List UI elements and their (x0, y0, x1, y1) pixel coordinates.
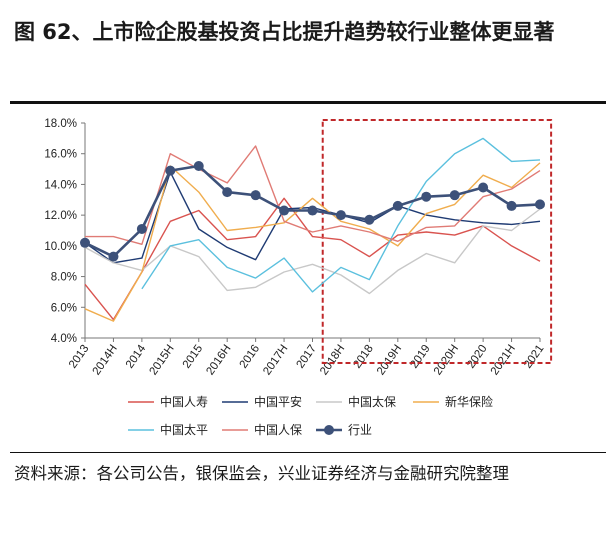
series-point (535, 199, 545, 210)
legend-item: 中国人寿 (128, 394, 208, 409)
x-tick-label: 2015H (148, 343, 177, 378)
y-tick-label: 6.0% (51, 302, 77, 314)
series-point (478, 182, 489, 193)
legend-item: 中国太平 (128, 422, 208, 437)
x-tick-label: 2017H (261, 343, 290, 378)
chart-axes: 4.0% 6.0% 8.0% 10.0% 12.0% 14.0% 16.0% 18.0% 201… (44, 118, 546, 377)
series-line-1 (84, 197, 541, 321)
x-tick-label: 2020 (465, 343, 490, 371)
legend-item: 中国人保 (222, 422, 302, 437)
series-point (392, 200, 403, 211)
x-tick-label: 2021H (489, 343, 518, 378)
highlight-region (321, 119, 553, 364)
x-tick-label: 2017 (294, 343, 319, 371)
series-point (506, 200, 517, 211)
series-point (193, 161, 204, 171)
figure-title: 图 62、上市险企股基投资占比提升趋势较行业整体更显著 (14, 20, 555, 44)
source-divider (10, 452, 606, 453)
x-tick-label: 2016 (238, 343, 263, 371)
legend-item: 新华保险 (413, 394, 493, 409)
series-line-6 (85, 145, 541, 245)
series-line-2 (84, 171, 541, 264)
series-point (364, 214, 375, 225)
series-point (279, 205, 290, 216)
x-tick-label: 2019H (375, 343, 404, 378)
series-layer (80, 137, 545, 322)
series-point (222, 187, 233, 198)
x-tick-label: 2021 (522, 343, 547, 371)
legend-label: 新华保险 (445, 394, 493, 409)
y-tick-label: 14.0% (44, 179, 77, 191)
legend-label: 中国平安 (254, 394, 302, 409)
legend-label: 中国人寿 (160, 394, 208, 409)
series-point (335, 210, 346, 221)
series-line-3 (84, 208, 541, 295)
x-tick-label: 2013 (67, 343, 92, 371)
y-tick-label: 18.0% (44, 118, 77, 130)
y-tick-label: 4.0% (51, 333, 77, 345)
series-line-4 (84, 162, 541, 322)
title-divider (10, 101, 606, 104)
x-tick-label: 2018 (351, 343, 376, 371)
series-line-5 (141, 137, 541, 293)
legend-label: 中国太平 (160, 422, 208, 437)
x-tick-label: 2014H (91, 343, 120, 378)
series-point (250, 190, 261, 201)
legend-label: 行业 (348, 423, 372, 437)
x-tick-label: 2015 (181, 343, 206, 371)
series-point (165, 165, 176, 176)
series-point (307, 205, 318, 216)
series-point (136, 223, 147, 234)
x-tick-label: 2020H (432, 343, 461, 378)
y-tick-label: 10.0% (44, 241, 77, 253)
x-tick-label: 2019 (408, 343, 433, 371)
series-point (449, 190, 460, 201)
x-tick-label: 2016H (204, 343, 233, 378)
y-tick-label: 16.0% (44, 149, 77, 161)
legend-label: 中国太保 (348, 394, 396, 409)
legend-label: 中国人保 (254, 422, 302, 437)
series-point (80, 237, 90, 248)
legend-marker (324, 425, 334, 435)
y-tick-label: 8.0% (51, 272, 77, 284)
highlight-box (321, 119, 553, 364)
legend-item: 中国平安 (222, 394, 302, 409)
legend-item: 行业 (316, 423, 372, 437)
y-tick-label: 12.0% (44, 210, 77, 222)
legend-item: 中国太保 (316, 394, 396, 409)
line-chart: 4.0% 6.0% 8.0% 10.0% 12.0% 14.0% 16.0% 18.0% 201… (44, 118, 553, 437)
source-note: 资料来源：各公司公告，银保监会，兴业证券经济与金融研究院整理 (14, 464, 509, 483)
x-tick-label: 2014 (124, 342, 149, 370)
series-point (108, 251, 119, 262)
series-point (421, 191, 432, 202)
